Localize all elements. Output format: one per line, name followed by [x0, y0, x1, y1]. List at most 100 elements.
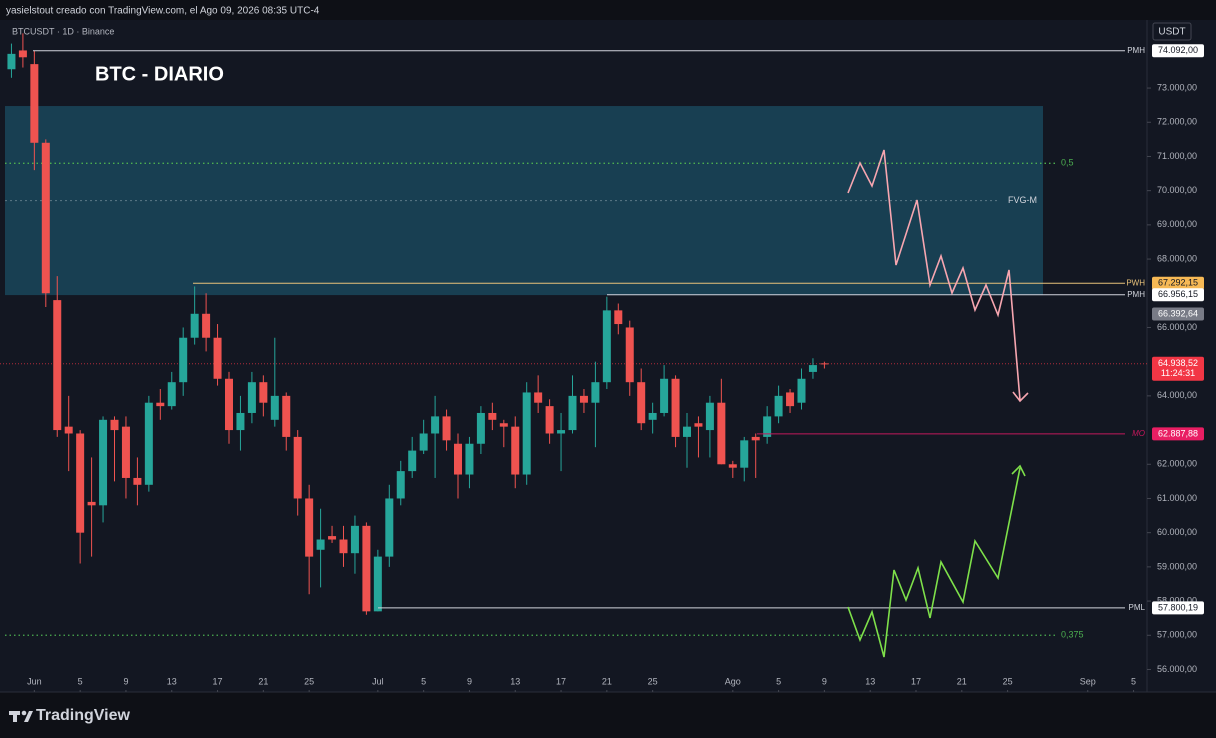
level-name: PMH	[1127, 46, 1145, 55]
candle-body	[259, 382, 268, 403]
level-name: PWH	[1126, 278, 1145, 287]
x-tick-label: 13	[510, 676, 520, 686]
candle-body	[820, 363, 829, 365]
candle-body	[431, 416, 440, 434]
brand: TradingView	[36, 707, 131, 724]
candle-body	[728, 464, 737, 468]
candle-body	[774, 395, 783, 417]
candle-body	[247, 382, 256, 413]
candle-body	[30, 64, 39, 143]
level-name: MO	[1132, 429, 1145, 438]
candle-body	[408, 450, 417, 472]
candle-body	[190, 313, 199, 338]
currency-box	[1152, 22, 1192, 41]
y-tick-label: 68.000,00	[1157, 253, 1197, 263]
fib-label: 0,5	[1061, 158, 1074, 168]
candle-body	[683, 426, 691, 437]
x-tick-label: 17	[556, 676, 566, 686]
candle-body	[797, 378, 806, 403]
x-tick-label: 5	[776, 676, 781, 686]
candle-body	[305, 498, 314, 557]
chart-title: BTC - DIARIO	[95, 63, 224, 85]
candle-body	[557, 430, 566, 434]
x-tick-label: 9	[123, 676, 128, 686]
candle-body	[465, 443, 474, 475]
level-label: 66.956,15	[1158, 289, 1198, 299]
candle-body	[328, 536, 337, 540]
x-tick-label: 9	[822, 676, 827, 686]
x-tick-label: 13	[865, 676, 875, 686]
y-tick-label: 71.000,00	[1157, 151, 1197, 161]
candle-body	[522, 392, 531, 475]
candle-body	[396, 471, 405, 499]
candle-body	[476, 412, 485, 444]
x-tick-label: 17	[213, 676, 223, 686]
y-tick-label: 59.000,00	[1157, 561, 1197, 571]
candle-body	[110, 419, 119, 431]
x-tick-label: Ago	[725, 676, 741, 686]
candle-body	[660, 378, 669, 413]
candle-body	[213, 337, 222, 379]
candle-body	[419, 433, 428, 451]
candle-body	[705, 402, 714, 431]
level-label-box	[1152, 288, 1204, 302]
x-tick-label: 5	[78, 676, 83, 686]
y-tick-label: 70.000,00	[1157, 185, 1197, 195]
countdown: 11:24:31	[1161, 368, 1195, 378]
y-tick-label: 58.000,00	[1157, 595, 1197, 605]
candle-body	[751, 436, 760, 441]
candle-body	[454, 443, 462, 475]
candle-body	[76, 433, 85, 533]
candle-body	[385, 498, 394, 557]
level-label-box	[1152, 276, 1204, 290]
candle-body	[18, 50, 27, 58]
header-bar	[0, 0, 1216, 20]
candle-body	[236, 412, 245, 431]
candle-body	[373, 556, 382, 612]
candle-body	[602, 310, 611, 383]
marker-label: 66.392,64	[1158, 308, 1198, 318]
x-tick-label: 25	[304, 676, 314, 686]
x-tick-label: Jun	[27, 676, 42, 686]
x-tick-label: Jul	[372, 676, 384, 686]
candle-body	[625, 327, 634, 383]
candle-body	[637, 382, 646, 424]
candle-body	[568, 395, 577, 431]
x-tick-label: 5	[1131, 676, 1136, 686]
y-tick-label: 69.000,00	[1157, 219, 1197, 229]
candle-body	[202, 313, 211, 338]
candle-body	[270, 395, 279, 420]
x-tick-label: 17	[911, 676, 921, 686]
candle-body	[614, 310, 623, 325]
y-tick-label: 56.000,00	[1157, 664, 1197, 674]
level-label: 62.887,88	[1158, 428, 1198, 438]
candle-body	[362, 525, 371, 612]
candle-body	[763, 416, 772, 437]
level-label: 67.292,15	[1158, 278, 1198, 288]
candle-body	[7, 53, 16, 70]
x-tick-label: 13	[167, 676, 177, 686]
candle-body	[339, 539, 348, 554]
level-label-box	[1152, 601, 1204, 615]
candle-body	[786, 392, 795, 407]
x-tick-label: 21	[957, 676, 967, 686]
last-price-box	[1152, 356, 1204, 381]
projection-bullish	[847, 464, 1026, 658]
candle-body	[293, 436, 302, 499]
y-tick-label: 64.000,00	[1157, 390, 1197, 400]
candle-body	[133, 477, 142, 485]
candle-body	[740, 440, 749, 468]
candle-body	[179, 337, 188, 383]
candle-body	[442, 416, 451, 441]
y-tick-label: 62.000,00	[1157, 459, 1197, 469]
x-tick-label: 25	[1003, 676, 1013, 686]
level-label-box	[1152, 44, 1204, 58]
candle-body	[282, 395, 291, 437]
x-tick-label: 5	[421, 676, 426, 686]
y-tick-label: 57.000,00	[1157, 630, 1197, 640]
fvg-label: FVG-M	[1008, 195, 1037, 205]
y-tick-label: 60.000,00	[1157, 527, 1197, 537]
plot: FVG-M 56.000,00 57.000,00 58.000,00 59.000,0…	[0, 33, 1204, 692]
